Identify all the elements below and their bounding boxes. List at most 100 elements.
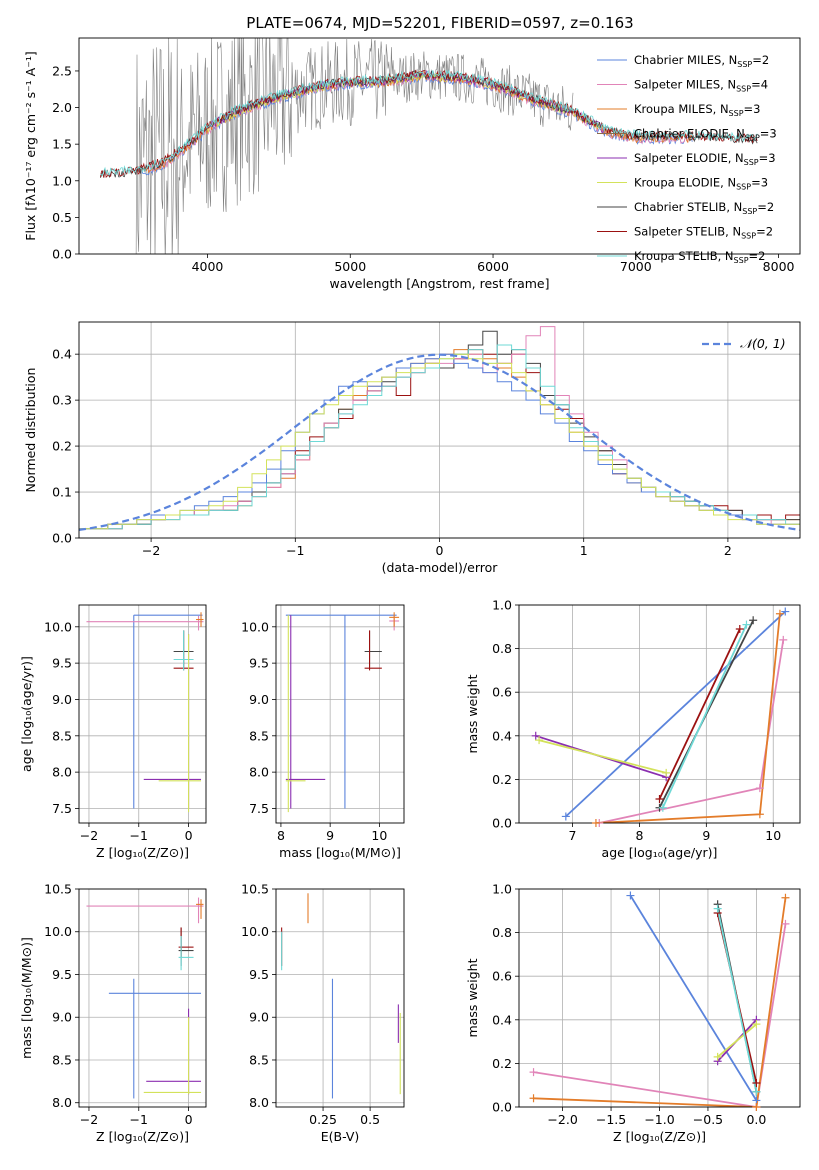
y-tick-label: 9.5 (249, 656, 269, 671)
legend-label: Salpeter ELODIE, NSSP=3 (634, 151, 776, 167)
mass-weight-line-chabrier-miles (629, 895, 758, 1101)
axes-frame (78, 321, 801, 539)
residual-histogram-axes: −2 −1 0 1 2 0.0 0.1 0.2 0.3 0.4 (data-model)/error… (23, 321, 801, 575)
y-tick-label: 2.5 (52, 63, 72, 78)
x-tick-label: 4000 (192, 259, 224, 274)
y-tick-label: 0.1 (52, 485, 72, 500)
age-vs-z-axes: −2 −1 0 7.5 8.0 8.5 9.0 9.5 10.0 Z [log₁₀(Z/Z⊙)] a… (19, 604, 207, 860)
mass-weight-line-salpeter-stelib (658, 628, 741, 800)
legend-count: =2 (757, 200, 774, 214)
mass-weight-line-kroupa-elodie (717, 1023, 757, 1058)
x-tick-label: 1 (580, 543, 588, 558)
y-tick-label: 10.0 (44, 924, 72, 939)
mass-vs-ebv-axes: 0.25 0.5 8.0 8.5 9.0 9.5 10.0 10.5 E(B-V) (241, 882, 405, 1144)
x-tick-label: 5000 (334, 259, 366, 274)
y-tick-label: 0.4 (492, 728, 512, 743)
y-tick-label: 7.5 (249, 801, 269, 816)
legend-label: Salpeter MILES, NSSP=4 (634, 78, 768, 94)
data-point-marker (591, 819, 600, 827)
x-tick-label: −0.5 (693, 1112, 723, 1127)
chart-title: PLATE=0674, MJD=52201, FIBERID=0597, z=0… (246, 14, 633, 32)
legend-subscript: SSP (742, 207, 757, 216)
y-axis-label: mass weight (465, 958, 480, 1037)
legend-subscript: SSP (744, 158, 759, 167)
legend-subscript: SSP (741, 232, 756, 241)
data-point-marker (529, 1068, 538, 1077)
y-tick-label: 0.0 (492, 1100, 512, 1115)
y-tick-label: 10.0 (44, 619, 72, 634)
x-axis-label: wavelength [Angstrom, rest frame] (329, 276, 549, 291)
x-tick-label: 0.25 (309, 1112, 337, 1127)
mass-vs-z-plot-area (86, 897, 204, 1099)
x-axis-label: mass [log₁₀(M/M⊙)] (279, 845, 401, 860)
mass-weight-vs-z-plot-area (533, 895, 787, 1107)
data-point-marker (775, 609, 784, 618)
data-point-marker (655, 795, 664, 804)
legend: Chabrier MILES, NSSP=2 Salpeter MILES, NS… (597, 53, 777, 265)
legend-label: Salpeter STELIB, NSSP=2 (634, 225, 773, 241)
y-tick-label: 0.8 (492, 925, 512, 940)
y-tick-label: 8.5 (52, 728, 72, 743)
axes-frame (275, 604, 405, 824)
x-tick-label: 0.5 (360, 1112, 380, 1127)
data-point-marker (662, 768, 671, 777)
data-point-marker (755, 810, 764, 819)
model-spectrum-chabrier-miles (141, 72, 693, 176)
data-point-marker (535, 736, 544, 745)
x-tick-label: 9 (702, 828, 710, 843)
y-tick-label: 1.0 (52, 173, 72, 188)
legend-count: =2 (749, 249, 766, 263)
x-tick-label: −1 (130, 1112, 148, 1127)
y-tick-label: 9.5 (249, 967, 269, 982)
y-tick-label: 10.0 (241, 619, 269, 634)
legend-subscript: SSP (736, 183, 751, 192)
model-spectrum-kroupa-stelib (100, 69, 758, 176)
mass-weight-line-kroupa-miles (533, 897, 787, 1107)
data-point-marker (752, 1079, 761, 1088)
y-tick-label: 10.0 (241, 924, 269, 939)
legend-label: Chabrier ELODIE, NSSP=3 (634, 127, 777, 143)
y-tick-label: 9.5 (52, 967, 72, 982)
legend-count: =3 (759, 151, 776, 165)
x-tick-label: 10 (765, 828, 781, 843)
axes-frame (78, 888, 207, 1108)
y-tick-label: 10.5 (44, 882, 72, 897)
y-tick-label: 0.4 (52, 347, 72, 362)
y-tick-label: 0.0 (52, 247, 72, 262)
residual-histogram-plot-area (79, 326, 800, 531)
y-axis-label: mass [log₁₀(M/M⊙)] (19, 937, 34, 1059)
y-tick-label: 8.0 (52, 1095, 72, 1110)
y-tick-label: 1.0 (492, 598, 512, 613)
y-tick-label: 0.3 (52, 393, 72, 408)
mass-weight-line-kroupa-stelib (661, 624, 748, 809)
legend-label: Kroupa MILES, NSSP=3 (634, 102, 760, 118)
histogram-step-kroupa-elodie (79, 353, 800, 530)
data-point-marker (781, 893, 790, 902)
mass-weight-line-salpeter-miles (533, 923, 787, 1107)
y-tick-label: 1.5 (52, 137, 72, 152)
mass-weight-vs-z-axes: −2.0 −1.5 −1.0 −0.5 0.0 0.0 0.2 0.4 0.6 0.8 1.0 Z [… (465, 882, 801, 1144)
y-tick-label: 0.2 (492, 1056, 512, 1071)
legend-count: =3 (760, 127, 777, 141)
x-tick-label: −2 (142, 543, 160, 558)
x-tick-label: −2 (80, 1112, 98, 1127)
data-point-marker (781, 919, 790, 928)
y-axis-label: Flux [fλ10⁻¹⁷ erg cm⁻² s⁻¹ A⁻¹] (23, 51, 38, 240)
x-tick-label: 2 (724, 543, 732, 558)
x-axis-label: Z [log₁₀(Z/Z⊙)] (96, 845, 189, 860)
legend-subscript: SSP (736, 85, 751, 94)
y-tick-label: 0.8 (492, 641, 512, 656)
y-tick-label: 8.5 (52, 1052, 72, 1067)
axes-frame (78, 604, 207, 824)
mass-weight-vs-age-axes: 7 8 9 10 0.0 0.2 0.4 0.6 0.8 1.0 age [log₁₀(age/yr… (465, 598, 801, 860)
axes-frame (78, 37, 801, 255)
x-tick-label: 8 (277, 828, 285, 843)
legend-label: Kroupa STELIB, NSSP=2 (634, 249, 765, 265)
y-tick-label: 8.0 (249, 1095, 269, 1110)
legend-label: Chabrier STELIB, NSSP=2 (634, 200, 774, 216)
y-tick-label: 9.0 (249, 692, 269, 707)
gaussian-reference-line (79, 353, 800, 531)
data-point-marker (735, 624, 744, 633)
model-spectrum-salpeter-stelib (100, 69, 758, 179)
